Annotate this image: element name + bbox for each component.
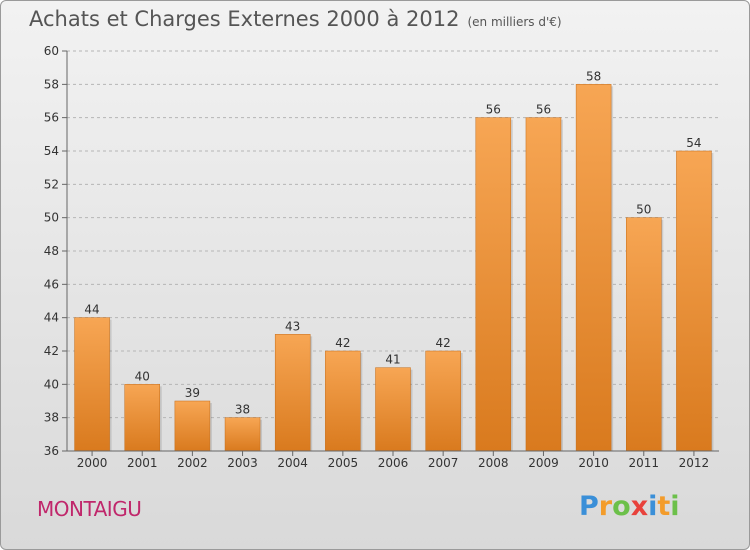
bar bbox=[425, 350, 461, 452]
logo-letter: x bbox=[630, 491, 649, 522]
y-tick-label: 44 bbox=[44, 311, 59, 325]
bar-value-label: 42 bbox=[335, 336, 350, 350]
y-tick-label: 48 bbox=[44, 244, 59, 258]
bar bbox=[224, 417, 261, 452]
logo-letter: t bbox=[657, 491, 671, 522]
y-tick-label: 50 bbox=[44, 211, 59, 225]
x-tick-label: 2007 bbox=[428, 456, 459, 470]
bar-value-label: 39 bbox=[185, 386, 200, 400]
y-tick-label: 54 bbox=[44, 144, 59, 158]
x-tick-label: 2009 bbox=[528, 456, 559, 470]
y-tick-label: 46 bbox=[44, 277, 59, 291]
logo-letter: o bbox=[612, 491, 631, 522]
logo-letter: i bbox=[670, 491, 680, 522]
logo-letter: P bbox=[579, 491, 599, 522]
y-tick-label: 42 bbox=[44, 344, 59, 358]
bar bbox=[124, 384, 160, 452]
location-label: MONTAIGU bbox=[37, 497, 142, 521]
x-tick-label: 2001 bbox=[127, 456, 158, 470]
bar-value-label: 58 bbox=[586, 69, 601, 83]
axis-layer: 36 38 40 42 44 46 48 50 52 54 56 58 60 2000 2001 2002 20… bbox=[44, 44, 719, 470]
y-tick-label: 38 bbox=[44, 411, 59, 425]
bar bbox=[174, 400, 211, 452]
bar-value-label: 50 bbox=[636, 203, 651, 217]
y-tick-label: 40 bbox=[44, 377, 59, 391]
x-tick-label: 2004 bbox=[277, 456, 308, 470]
x-tick-label: 2011 bbox=[628, 456, 659, 470]
bar-value-label: 44 bbox=[84, 303, 99, 317]
bar bbox=[325, 350, 361, 452]
x-tick-label: 2005 bbox=[328, 456, 359, 470]
chart-title: Achats et Charges Externes 2000 à 2012 bbox=[29, 7, 460, 31]
bar-value-label: 43 bbox=[285, 319, 300, 333]
x-tick-label: 2003 bbox=[227, 456, 258, 470]
x-tick-label: 2012 bbox=[679, 456, 710, 470]
y-tick-label: 52 bbox=[44, 177, 59, 191]
y-tick-label: 36 bbox=[44, 444, 59, 458]
x-tick-label: 2006 bbox=[378, 456, 409, 470]
x-tick-label: 2008 bbox=[478, 456, 509, 470]
bar-value-label: 41 bbox=[385, 353, 400, 367]
bar bbox=[475, 117, 512, 452]
bar bbox=[525, 117, 562, 452]
bar-value-label: 38 bbox=[235, 403, 250, 417]
x-tick-label: 2000 bbox=[77, 456, 108, 470]
bars-layer: 44 40 39 38 43 42 41 42 56 56 58 50 54 bbox=[74, 69, 714, 452]
bar-value-label: 54 bbox=[686, 136, 701, 150]
bar bbox=[676, 150, 712, 452]
bar bbox=[74, 317, 110, 452]
bar bbox=[375, 367, 411, 452]
title-row: Achats et Charges Externes 2000 à 2012 (e… bbox=[29, 7, 562, 31]
bar bbox=[626, 217, 662, 452]
logo-letter: i bbox=[648, 491, 658, 522]
bar bbox=[274, 334, 311, 452]
y-tick-label: 60 bbox=[44, 44, 59, 58]
x-tick-label: 2002 bbox=[177, 456, 208, 470]
bar-value-label: 56 bbox=[486, 103, 501, 117]
proxiti-logo: Proxiti bbox=[579, 491, 680, 522]
bar bbox=[575, 84, 612, 452]
chart-subtitle: (en milliers d'€) bbox=[467, 15, 562, 29]
bar-value-label: 56 bbox=[536, 103, 551, 117]
x-tick-label: 2010 bbox=[578, 456, 609, 470]
y-tick-label: 56 bbox=[44, 111, 59, 125]
bar-value-label: 40 bbox=[135, 369, 150, 383]
bar-value-label: 42 bbox=[436, 336, 451, 350]
y-tick-label: 58 bbox=[44, 77, 59, 91]
logo-letter: r bbox=[598, 491, 613, 522]
